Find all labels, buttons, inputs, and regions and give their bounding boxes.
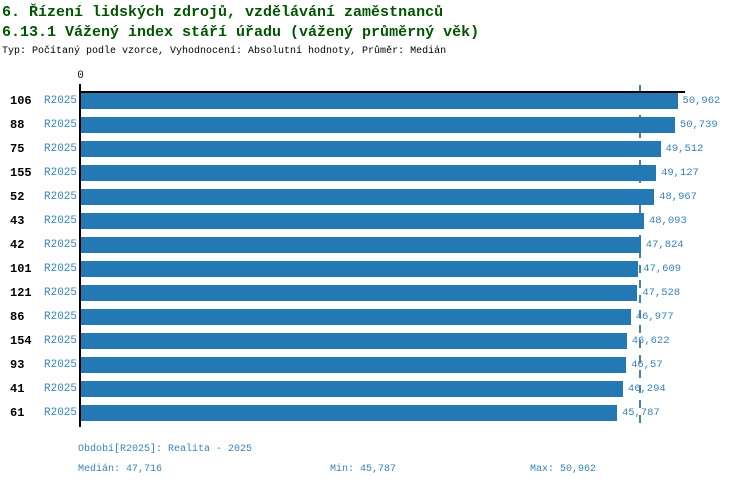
row-series-label: R2025 [44, 167, 78, 179]
bar-value-label: 47,609 [643, 263, 682, 275]
bar [81, 381, 623, 397]
bar [81, 357, 627, 373]
chart-row: 121 R2025 47,528 [0, 285, 750, 309]
row-category-label: 101 [10, 262, 32, 276]
bar [81, 405, 617, 421]
row-series-label: R2025 [44, 359, 78, 371]
bar-value-label: 49,127 [661, 167, 699, 179]
median-line [638, 85, 641, 428]
row-series-label: R2025 [44, 407, 78, 419]
chart-row: 101 R2025 47,609 [0, 261, 750, 285]
row-category-label: 43 [10, 214, 25, 228]
row-series-label: R2025 [44, 143, 78, 155]
row-series-label: R2025 [44, 263, 78, 275]
chart-row: 52 R2025 48,967 [0, 189, 750, 213]
bar [81, 93, 678, 109]
bar-value-label: 45,787 [621, 407, 660, 419]
bar-value-label: 47,824 [645, 239, 684, 251]
row-category-label: 52 [10, 190, 25, 204]
chart-row: 42 R2025 47,824 [0, 237, 750, 261]
bar-value-label: 50,739 [679, 119, 718, 131]
row-series-label: R2025 [44, 191, 78, 203]
row-category-label: 41 [10, 382, 25, 396]
bar [81, 213, 644, 229]
bar [81, 117, 675, 133]
bar-value-label: 46,622 [631, 335, 670, 347]
row-series-label: R2025 [44, 239, 78, 251]
chart-row: 43 R2025 48,093 [0, 213, 750, 237]
row-category-label: 154 [10, 334, 32, 348]
bar-value-label: 50,962 [682, 95, 721, 107]
bar-value-label: 47,528 [642, 287, 681, 299]
footer-period: Období[R2025]: Realita - 2025 [78, 444, 253, 455]
row-category-label: 42 [10, 238, 25, 252]
row-category-label: 86 [10, 310, 25, 324]
chart-row: 86 R2025 46,977 [0, 309, 750, 333]
bar-chart: 0 106 R2025 50,962 88 R2025 50,739 75 R2… [0, 70, 750, 429]
row-series-label: R2025 [44, 215, 78, 227]
row-series-label: R2025 [44, 335, 78, 347]
bar [81, 189, 655, 205]
chart-row: 75 R2025 49,512 [0, 141, 750, 165]
bar [81, 261, 639, 277]
row-category-label: 106 [10, 94, 32, 108]
chart-row: 93 R2025 46,57 [0, 357, 750, 381]
chart-row: 61 R2025 45,787 [0, 405, 750, 429]
bar-value-label: 48,967 [659, 191, 697, 203]
page-title-line2: 6.13.1 Vážený index stáří úřadu (vážený … [2, 24, 480, 41]
row-series-label: R2025 [44, 287, 78, 299]
chart-row: 41 R2025 46,294 [0, 381, 750, 405]
chart-rows: 106 R2025 50,962 88 R2025 50,739 75 R202… [0, 93, 750, 429]
row-category-label: 61 [10, 406, 25, 420]
bar-value-label: 46,294 [627, 383, 666, 395]
bar [81, 309, 631, 325]
x-axis-line [79, 91, 685, 93]
chart-row: 106 R2025 50,962 [0, 93, 750, 117]
bar-value-label: 48,093 [648, 215, 687, 227]
row-category-label: 88 [10, 118, 25, 132]
chart-subtitle: Typ: Počítaný podle vzorce, Vyhodnocení:… [2, 46, 447, 57]
bar [81, 237, 641, 253]
chart-row: 155 R2025 49,127 [0, 165, 750, 189]
bar [81, 333, 627, 349]
bar [81, 165, 657, 181]
row-series-label: R2025 [44, 383, 78, 395]
bar-value-label: 49,512 [665, 143, 704, 155]
x-axis-origin-label: 0 [77, 70, 84, 82]
row-series-label: R2025 [44, 119, 78, 131]
footer-median: Medián: 47,716 [78, 464, 163, 475]
row-category-label: 155 [10, 166, 32, 180]
footer-min: Min: 45,787 [330, 464, 397, 475]
bar-value-label: 46,57 [631, 359, 663, 371]
row-series-label: R2025 [44, 95, 78, 107]
bar-value-label: 46,977 [635, 311, 674, 323]
footer-max: Max: 50,962 [530, 464, 597, 475]
row-category-label: 75 [10, 142, 25, 156]
y-axis-line [79, 84, 81, 427]
row-series-label: R2025 [44, 311, 78, 323]
chart-row: 88 R2025 50,739 [0, 117, 750, 141]
page-title-line1: 6. Řízení lidských zdrojů, vzdělávání za… [2, 4, 444, 21]
bar [81, 141, 661, 157]
bar [81, 285, 638, 301]
row-category-label: 93 [10, 358, 25, 372]
chart-row: 154 R2025 46,622 [0, 333, 750, 357]
row-category-label: 121 [10, 286, 32, 300]
